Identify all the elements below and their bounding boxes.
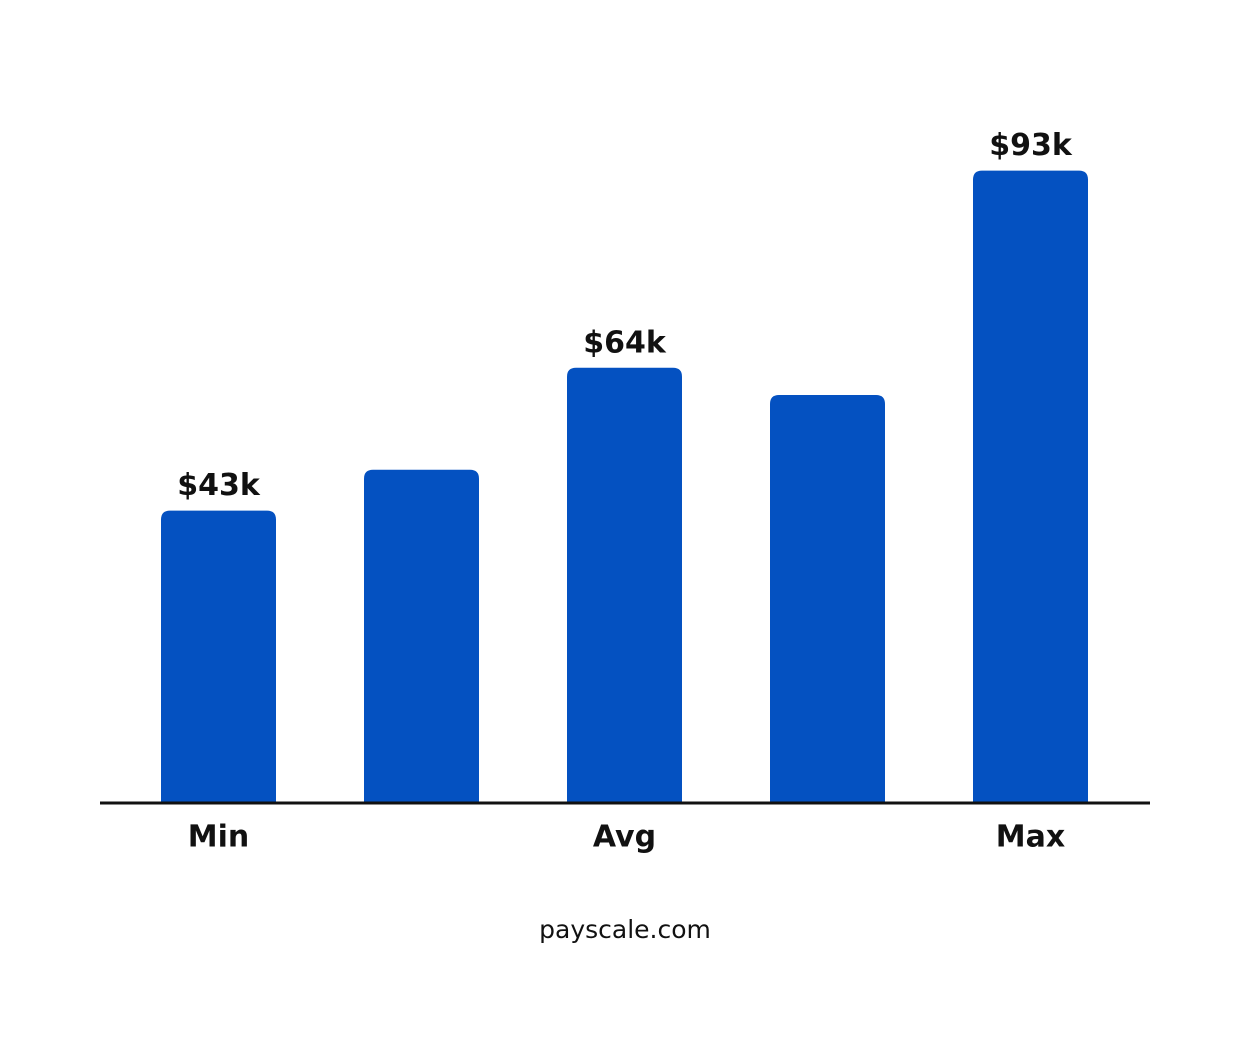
bar: [973, 170, 1088, 804]
bar: [770, 395, 885, 803]
bar: [161, 510, 276, 803]
x-tick-label: Max: [996, 820, 1065, 855]
source: payscale.com: [539, 915, 711, 944]
value-label: $93k: [989, 128, 1073, 163]
bar: [364, 469, 479, 803]
bar: [567, 367, 682, 803]
value-label: $43k: [177, 468, 261, 503]
x-tick-label: Min: [188, 820, 250, 855]
value-label: $64k: [583, 325, 667, 360]
x-tick-label: Avg: [593, 820, 656, 855]
